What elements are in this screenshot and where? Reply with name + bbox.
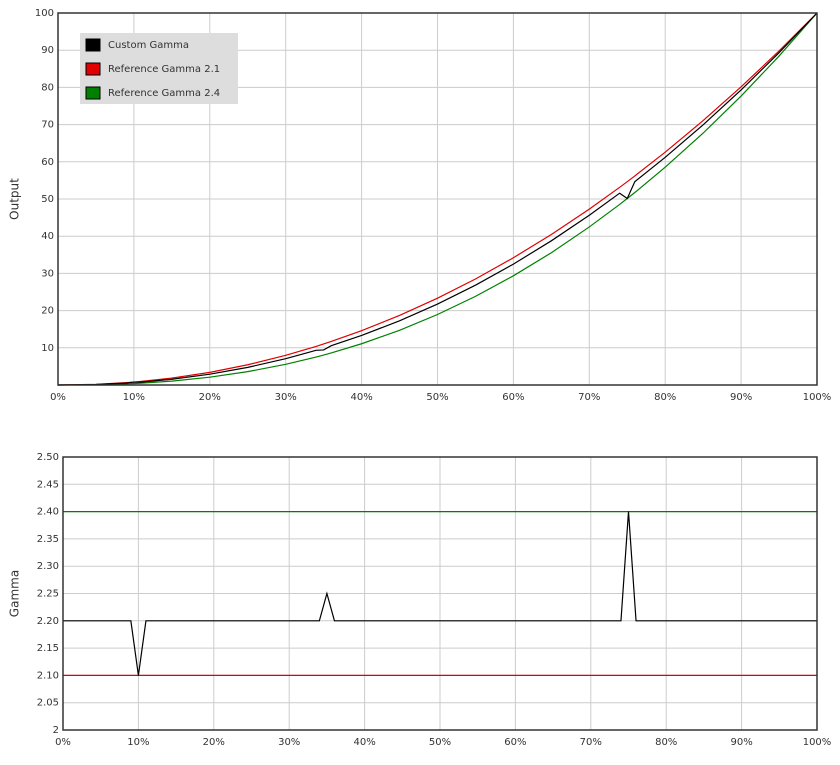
legend-label: Custom Gamma [108,40,189,51]
y-axis-label: Output [8,178,22,220]
y-tick-label: 2.10 [37,670,59,681]
y-tick-label: 2.45 [37,479,59,490]
y-tick-label: 2.40 [37,507,59,518]
x-tick-label: 60% [502,392,524,403]
y-tick-label: 2.35 [37,534,59,545]
y-tick-label: 80 [41,82,54,93]
y-tick-label: 2.50 [37,452,59,463]
x-tick-label: 10% [123,392,145,403]
y-tick-label: 70 [41,120,54,131]
x-tick-label: 0% [50,392,66,403]
y-tick-label: 50 [41,194,54,205]
x-tick-label: 80% [654,392,676,403]
x-tick-label: 20% [203,737,225,748]
legend-swatch [85,62,101,76]
x-tick-label: 30% [278,737,300,748]
x-tick-label: 40% [353,737,375,748]
legend-swatch [85,86,101,100]
y-tick-label: 60 [41,157,54,168]
y-tick-label: 40 [41,231,54,242]
y-tick-label: 2 [53,725,59,736]
series-line [63,511,817,676]
y-tick-label: 90 [41,45,54,56]
legend-label: Reference Gamma 2.4 [108,88,220,99]
y-tick-label: 2.20 [37,616,59,627]
x-tick-label: 60% [504,737,526,748]
legend-label: Reference Gamma 2.1 [108,64,220,75]
series-line [57,12,818,386]
legend-swatch [85,38,101,52]
x-tick-label: 100% [803,392,832,403]
x-tick-label: 70% [580,737,602,748]
x-tick-label: 50% [426,392,448,403]
x-tick-label: 40% [350,392,372,403]
x-tick-label: 70% [578,392,600,403]
legend-box [80,33,238,104]
x-tick-label: 50% [429,737,451,748]
y-tick-label: 2.15 [37,643,59,654]
x-tick-label: 0% [55,737,71,748]
y-axis-label: Gamma [8,570,22,617]
x-tick-label: 30% [275,392,297,403]
x-tick-label: 90% [730,737,752,748]
x-tick-label: 90% [730,392,752,403]
y-tick-label: 10 [41,343,54,354]
series-line [57,12,818,386]
y-tick-label: 2.25 [37,589,59,600]
y-tick-label: 2.30 [37,561,59,572]
y-tick-label: 100 [35,8,54,19]
x-tick-label: 10% [127,737,149,748]
plot-border [57,12,818,386]
y-tick-label: 30 [41,268,54,279]
y-tick-label: 20 [41,306,54,317]
x-tick-label: 20% [199,392,221,403]
series-line [57,12,818,386]
plot-border [62,456,818,731]
x-tick-label: 100% [803,737,832,748]
x-tick-label: 80% [655,737,677,748]
y-tick-label: 2.05 [37,698,59,709]
